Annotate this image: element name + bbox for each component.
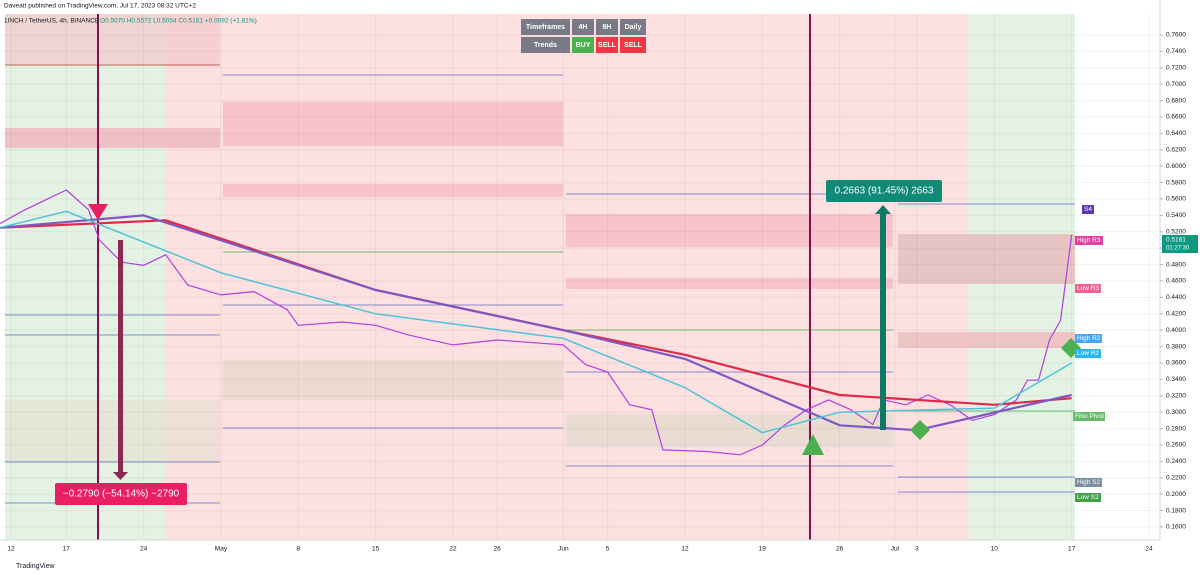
table-cell: 8H [603,24,612,31]
measure-labels: 0.2663 (91.45%) 2663 −0.2790 (−54.14%) −… [55,180,942,505]
x-tick-label: 12 [681,546,689,553]
x-tick-label: 26 [836,546,844,553]
x-tick-label: 24 [1145,546,1153,553]
pivot-label: High R2 [1077,335,1101,342]
x-tick-label: 22 [449,546,457,553]
y-tick-label: 0.4800 [1166,261,1186,268]
publisher: Daveatt published on TradingView.com, Ju… [4,3,196,10]
y-tick-label: 0.4200 [1166,310,1186,317]
price-line [0,210,1072,434]
y-tick-label: 0.7200 [1166,65,1186,72]
loss-label: −0.2790 (−54.14%) −2790 [63,489,180,500]
y-tick-label: 0.2400 [1166,458,1186,465]
trend-table: Timeframes 4H 8H Daily Trends BUY SELL S… [521,19,646,53]
y-tick-label: 0.2800 [1166,425,1186,432]
x-tick-label: 15 [372,546,380,553]
pivot-label: High S2 [1077,479,1101,486]
y-tick-label: 0.4400 [1166,294,1186,301]
pivot-label: Fibo Pivot [1075,413,1104,420]
axis-labels: 0.7600 0.7400 0.7200 0.7000 0.6800 0.6600 0.64… [7,32,1186,553]
last-price: 0.5161 [1166,237,1186,244]
pivot-label: Low R3 [1077,285,1099,292]
x-tick-label: Jun [558,546,569,553]
y-tick-label: 0.6600 [1166,114,1186,121]
y-tick-label: 0.7600 [1166,32,1186,39]
y-tick-label: 0.1800 [1166,507,1186,514]
y-tick-label: 0.4600 [1166,278,1186,285]
price-line [0,189,1073,456]
x-tick-label: 5 [606,546,610,553]
table-cell: Trends [534,42,557,49]
x-tick-label: 19 [759,546,767,553]
y-tick-label: 0.3600 [1166,360,1186,367]
y-tick-label: 0.3400 [1166,376,1186,383]
y-tick-label: 0.2600 [1166,442,1186,449]
y-tick-label: 0.6200 [1166,147,1186,154]
grid [0,14,1160,540]
y-tick-label: 0.5600 [1166,196,1186,203]
ohlc: O0.5070 H0.5572 L0.5054 C0.5161 +0.0092 … [100,18,257,25]
markers [88,204,1081,480]
x-tick-label: 17 [63,546,71,553]
gain-label: 0.2663 (91.45%) 2663 [835,186,934,197]
x-tick-label: 24 [140,546,148,553]
x-tick-label: 10 [991,546,999,553]
x-tick-label: 8 [296,546,300,553]
x-tick-label: Jul [891,546,900,553]
table-cell: BUY [576,42,591,49]
y-tick-label: 0.6400 [1166,130,1186,137]
y-tick-label: 0.5400 [1166,212,1186,219]
symbol: 1INCH / TetherUS, 4h, BINANCE [4,18,100,25]
pivot-label: S4 [1084,206,1092,213]
price-line [0,219,1072,406]
pivot-label: High R3 [1077,237,1101,244]
y-tick-label: 0.1600 [1166,524,1186,531]
y-tick-label: 0.7400 [1166,48,1186,55]
countdown: 01:27:30 [1166,246,1190,252]
y-tick-label: 0.4000 [1166,327,1186,334]
y-tick-label: 0.6800 [1166,97,1186,104]
y-tick-label: 0.6000 [1166,163,1186,170]
y-tick-label: 0.7000 [1166,81,1186,88]
y-tick-label: 0.5200 [1166,228,1186,235]
x-tick-label: 3 [915,546,919,553]
table-cell: SELL [624,42,643,49]
table-cell: 4H [579,24,588,31]
pivot-labels: S4 High R3 Low R3 High R2 Low R2 Fibo Pi… [1073,205,1105,502]
plot [0,189,1073,456]
y-tick-label: 0.3800 [1166,343,1186,350]
price-line [0,214,1072,432]
x-tick-label: 17 [1068,546,1076,553]
y-tick-label: 0.2200 [1166,474,1186,481]
table-cell: Timeframes [526,24,565,31]
pivot-label: Low R2 [1077,350,1099,357]
x-tick-label: 12 [7,546,15,553]
y-tick-label: 0.3000 [1166,409,1186,416]
footer: TradingView [16,563,55,570]
x-tick-label: 26 [494,546,502,553]
table-cell: Daily [625,24,642,31]
price-tag: 0.5161 01:27:30 [1162,235,1198,253]
x-tick-label: May [215,546,228,553]
table-cell: SELL [598,42,617,49]
y-tick-label: 0.3200 [1166,392,1186,399]
pivot-label: Low S2 [1077,494,1099,501]
y-tick-label: 0.5800 [1166,179,1186,186]
y-tick-label: 0.2000 [1166,491,1186,498]
